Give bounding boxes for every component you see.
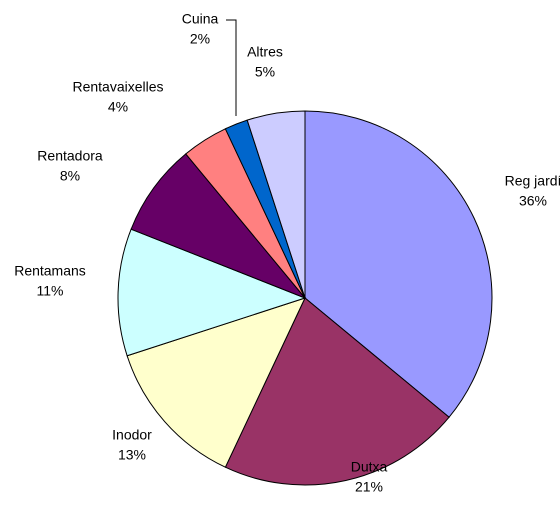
slice-label: Cuina <box>182 11 219 27</box>
slice-label: Rentadora <box>37 148 103 164</box>
slice-value-label: 5% <box>255 64 275 80</box>
slice-value-label: 21% <box>355 479 383 495</box>
pie-slice <box>117 228 307 357</box>
slice-label: Dutxa <box>351 459 388 475</box>
slice-label: Rentamans <box>14 263 86 279</box>
slice-value-label: 8% <box>60 168 80 184</box>
slice-label: Rentavaixelles <box>72 79 163 95</box>
pie-slice <box>224 297 450 486</box>
pie-slice <box>130 153 306 299</box>
leader-line <box>226 19 237 116</box>
slice-value-label: 4% <box>108 99 128 115</box>
slice-label: Altres <box>247 44 283 60</box>
slice-label: Inodor <box>112 427 152 443</box>
pie-slice <box>126 297 306 468</box>
slice-value-label: 2% <box>190 31 210 47</box>
slice-value-label: 36% <box>519 193 547 209</box>
slice-value-label: 11% <box>37 283 64 299</box>
pie-slice <box>246 110 306 299</box>
slice-value-label: 13% <box>118 447 146 463</box>
pie-slice <box>304 110 493 418</box>
slice-label: Reg jardí <box>505 173 560 189</box>
